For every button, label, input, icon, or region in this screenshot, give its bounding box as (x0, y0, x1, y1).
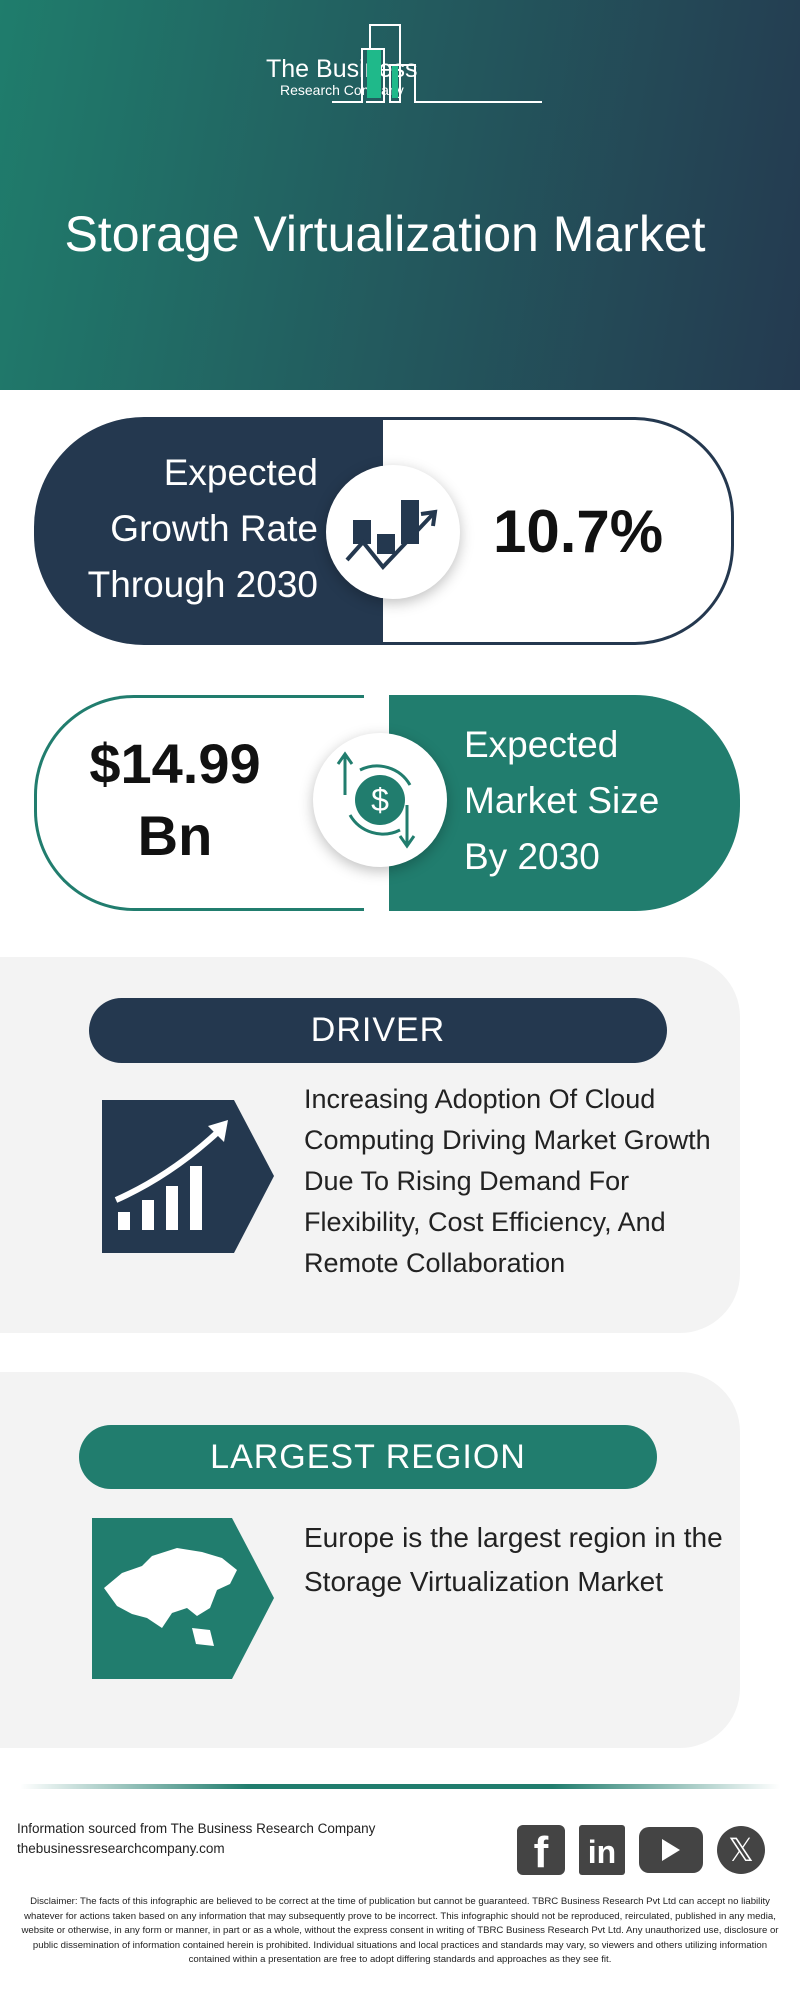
market-value-amount: $14.99 (89, 732, 261, 795)
driver-panel: DRIVER Increasing Adoption Of Cloud Comp… (0, 957, 740, 1333)
source-text: Information sourced from The Business Re… (17, 1821, 376, 1836)
growth-value: 10.7% (493, 498, 664, 565)
youtube-icon[interactable] (639, 1827, 703, 1873)
rising-bar-chart-icon (102, 1100, 274, 1253)
company-logo: The Business Research Company (262, 22, 542, 107)
growth-value-box (380, 417, 734, 645)
website-link[interactable]: thebusinessresearchcompany.com (17, 1841, 225, 1856)
social-icons: f in 𝕏 (517, 1825, 765, 1877)
region-heading: LARGEST REGION (79, 1425, 657, 1489)
driver-text: Increasing Adoption Of Cloud Computing D… (304, 1084, 711, 1278)
page-title: Storage Virtualization Market (64, 206, 706, 262)
facebook-icon[interactable]: f (517, 1825, 565, 1877)
market-label: Expected Market Size By 2030 (464, 717, 659, 885)
growth-label: Expected Growth Rate Through 2030 (87, 452, 318, 605)
building-bars-icon (332, 24, 542, 103)
region-panel: LARGEST REGION Europe is the largest reg… (0, 1372, 740, 1748)
disclaimer: Disclaimer: The facts of this infographi… (21, 1896, 779, 1965)
growth-chart-icon (326, 465, 460, 599)
header-banner: The Business Research Company Storage Vi… (0, 0, 800, 390)
growth-label-box: Expected Growth Rate Through 2030 (34, 417, 383, 645)
footer-source: Information sourced from The Business Re… (17, 1819, 375, 1859)
linkedin-icon[interactable]: in (579, 1825, 625, 1875)
market-value: $14.99 Bn (60, 728, 290, 872)
divider (20, 1784, 780, 1789)
market-label-line: Market Size (464, 780, 660, 821)
market-value-unit: Bn (137, 804, 213, 867)
market-label-line: By 2030 (464, 836, 600, 877)
market-label-line: Expected (464, 724, 619, 765)
driver-heading: DRIVER (89, 998, 667, 1063)
x-icon[interactable]: 𝕏 (717, 1826, 765, 1874)
market-value-box (34, 695, 364, 911)
svg-text:$: $ (371, 782, 389, 818)
map-icon (92, 1518, 274, 1679)
market-label-box: Expected Market Size By 2030 (389, 695, 740, 911)
dollar-exchange-icon: $ (313, 733, 447, 867)
region-text: Europe is the largest region in the Stor… (304, 1522, 723, 1597)
